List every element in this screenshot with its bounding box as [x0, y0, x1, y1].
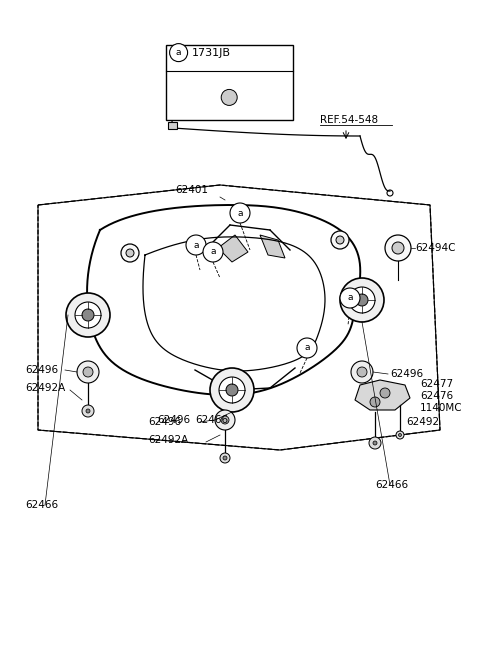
- Circle shape: [221, 89, 237, 106]
- Text: 1731JB: 1731JB: [192, 48, 230, 58]
- Text: 62401: 62401: [175, 185, 208, 195]
- Circle shape: [349, 287, 375, 313]
- Circle shape: [77, 361, 99, 383]
- Text: a: a: [210, 247, 216, 256]
- Circle shape: [370, 397, 380, 407]
- Polygon shape: [260, 235, 285, 258]
- Circle shape: [396, 431, 404, 439]
- Text: a: a: [193, 241, 199, 249]
- Bar: [168, 122, 177, 129]
- Circle shape: [230, 203, 250, 223]
- Circle shape: [380, 388, 390, 398]
- Text: 62492: 62492: [406, 417, 439, 427]
- Circle shape: [213, 81, 245, 113]
- Text: 62492A: 62492A: [148, 435, 188, 445]
- Text: REF.54-548: REF.54-548: [320, 115, 378, 125]
- Circle shape: [121, 244, 139, 262]
- Circle shape: [357, 367, 367, 377]
- Circle shape: [220, 453, 230, 463]
- Circle shape: [210, 368, 254, 412]
- Circle shape: [82, 405, 94, 417]
- Circle shape: [340, 278, 384, 322]
- Text: 62466: 62466: [195, 415, 228, 425]
- Text: 62494C: 62494C: [415, 243, 456, 253]
- Text: 62496: 62496: [157, 415, 190, 425]
- Circle shape: [86, 409, 90, 413]
- Circle shape: [215, 410, 235, 430]
- Circle shape: [373, 441, 377, 445]
- Text: 62477: 62477: [420, 379, 453, 389]
- Circle shape: [75, 302, 101, 328]
- Circle shape: [169, 43, 188, 62]
- Circle shape: [171, 66, 179, 74]
- Text: 54559B: 54559B: [183, 58, 223, 68]
- Circle shape: [398, 434, 401, 436]
- Circle shape: [66, 293, 110, 337]
- Circle shape: [297, 338, 317, 358]
- Text: 62496: 62496: [25, 365, 58, 375]
- Circle shape: [369, 437, 381, 449]
- Text: 1140MC: 1140MC: [420, 403, 463, 413]
- Circle shape: [226, 384, 238, 396]
- Circle shape: [392, 242, 404, 254]
- Text: a: a: [347, 293, 353, 302]
- Polygon shape: [355, 380, 410, 410]
- Circle shape: [126, 249, 134, 257]
- Circle shape: [221, 416, 229, 424]
- Text: 62466: 62466: [25, 500, 58, 510]
- Polygon shape: [218, 235, 248, 262]
- Circle shape: [331, 231, 349, 249]
- Text: 62496: 62496: [390, 369, 423, 379]
- Text: a: a: [237, 209, 243, 218]
- Text: 62496: 62496: [148, 417, 181, 427]
- Text: a: a: [176, 48, 181, 57]
- Circle shape: [351, 361, 373, 383]
- Text: 62492A: 62492A: [25, 383, 65, 393]
- Text: 62466: 62466: [375, 480, 408, 490]
- Text: 62476: 62476: [420, 391, 453, 401]
- Circle shape: [223, 456, 227, 460]
- Circle shape: [83, 367, 93, 377]
- Circle shape: [340, 288, 360, 308]
- Circle shape: [385, 235, 411, 261]
- Circle shape: [82, 309, 94, 321]
- Text: a: a: [304, 344, 310, 352]
- Bar: [166, 45, 293, 120]
- Circle shape: [203, 242, 223, 262]
- Circle shape: [356, 294, 368, 306]
- Circle shape: [219, 377, 245, 403]
- Circle shape: [336, 236, 344, 244]
- Circle shape: [186, 235, 206, 255]
